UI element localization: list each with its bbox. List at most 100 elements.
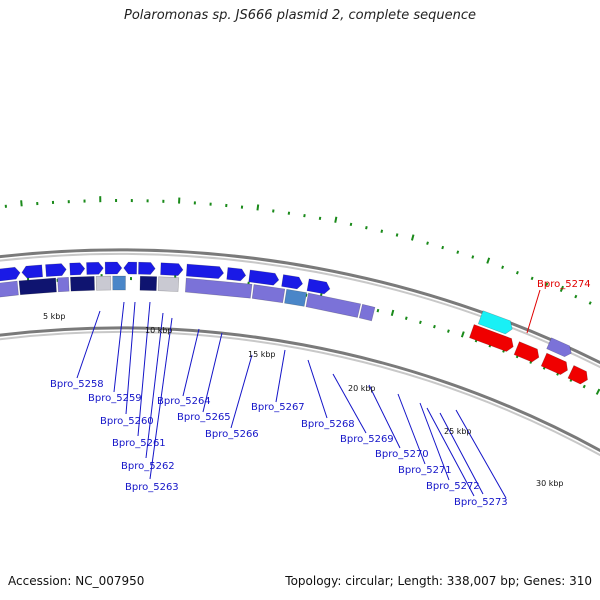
scale-label-25kbp: 25 kbp	[444, 427, 472, 436]
label-leader-lines	[76, 289, 541, 499]
inner-tick	[460, 331, 465, 338]
cog-feature-block	[0, 280, 19, 298]
leader-line-bpro-5274	[526, 289, 541, 334]
forward-gene-arrow	[185, 263, 225, 279]
gene-label-bpro-5267[interactable]: Bpro_5267	[251, 402, 305, 413]
outer-tick	[318, 216, 322, 221]
outer-tick	[395, 233, 399, 237]
topology-info-text: Topology: circular; Length: 338,007 bp; …	[285, 574, 592, 588]
reverse-gene-arrow	[469, 324, 514, 352]
leader-line	[125, 301, 136, 415]
gene-label-bpro-5264[interactable]: Bpro_5264	[157, 396, 211, 407]
leader-line	[149, 317, 173, 480]
outer-tick	[20, 200, 23, 207]
outer-tick	[486, 257, 491, 264]
leader-line	[419, 402, 450, 481]
outer-tick	[530, 276, 534, 281]
gene-label-bpro-5271[interactable]: Bpro_5271	[398, 465, 452, 476]
inner-tick	[404, 316, 408, 320]
gene-label-bpro-5258[interactable]: Bpro_5258	[50, 379, 104, 390]
inner-tick	[433, 324, 436, 329]
leader-line	[230, 354, 253, 429]
forward-gene-arrow	[138, 261, 156, 275]
outer-tick	[426, 241, 429, 245]
gene-label-bpro-5270[interactable]: Bpro_5270	[375, 449, 429, 460]
cog-feature-block	[139, 275, 158, 291]
cog-feature-block	[95, 275, 112, 291]
leader-line	[426, 407, 475, 497]
forward-gene-arrow	[45, 263, 67, 277]
gene-label-bpro-5274[interactable]: Bpro_5274	[537, 279, 591, 290]
scale-label-15kbp: 15 kbp	[248, 350, 276, 359]
feature-tracks	[0, 261, 588, 385]
outer-tick	[334, 216, 338, 223]
cog-feature-block	[358, 303, 376, 322]
inner-ring-outer-arc	[0, 326, 600, 453]
scale-label-20kbp: 20 kbp	[348, 384, 376, 393]
leader-line	[76, 310, 101, 379]
leader-line	[113, 301, 125, 393]
forward-gene-arrow	[281, 274, 303, 290]
outer-tick	[380, 229, 384, 233]
leader-line	[182, 328, 200, 397]
cog-feature-block	[18, 277, 57, 296]
forward-gene-arrow	[160, 262, 184, 276]
leader-line	[397, 393, 426, 465]
gene-label-bpro-5263[interactable]: Bpro_5263	[125, 482, 179, 493]
gene-label-bpro-5261[interactable]: Bpro_5261	[112, 438, 166, 449]
outer-tick	[256, 204, 260, 211]
inner-tick	[582, 384, 586, 389]
outer-tick	[410, 234, 415, 241]
gene-label-bpro-5272[interactable]: Bpro_5272	[426, 481, 480, 492]
reverse-gene-arrow	[540, 352, 568, 375]
leader-line	[439, 412, 484, 495]
leader-line	[145, 312, 164, 459]
cog-feature-block	[251, 284, 286, 304]
gene-label-bpro-5265[interactable]: Bpro_5265	[177, 412, 231, 423]
map-title: Polaromonas sp. JS666 plasmid 2, complet…	[123, 8, 476, 23]
forward-gene-arrow	[123, 261, 138, 275]
forward-gene-arrow	[0, 266, 21, 282]
inner-ring-inner-arc	[0, 331, 600, 457]
leader-line	[332, 373, 367, 434]
inner-tick	[447, 329, 450, 333]
cog-feature-block	[57, 276, 70, 293]
outer-tick	[515, 270, 519, 275]
gene-label-bpro-5266[interactable]: Bpro_5266	[205, 429, 259, 440]
forward-gene-arrow	[226, 267, 247, 282]
leader-line	[368, 384, 401, 449]
gene-label-bpro-5273[interactable]: Bpro_5273	[454, 497, 508, 508]
cog-feature-block	[546, 337, 572, 358]
leader-line	[307, 359, 328, 419]
outer-tick	[365, 226, 368, 230]
gene-label-bpro-5262[interactable]: Bpro_5262	[121, 461, 175, 472]
accession-text: Accession: NC_007950	[8, 574, 145, 588]
inner-tick	[390, 309, 395, 317]
outer-tick-ring	[4, 196, 592, 305]
gene-label-bpro-5260[interactable]: Bpro_5260	[100, 416, 154, 427]
outer-tick	[471, 255, 475, 259]
leader-line	[137, 301, 151, 437]
inner-tick	[595, 388, 600, 395]
inner-tick	[376, 308, 380, 313]
scale-label-5kbp: 5 kbp	[43, 312, 65, 321]
feature-bpro-5274	[477, 310, 513, 335]
inner-tick	[419, 320, 422, 325]
gene-label-bpro-5268[interactable]: Bpro_5268	[301, 419, 355, 430]
cog-feature-block	[305, 292, 362, 318]
gene-label-bpro-5259[interactable]: Bpro_5259	[88, 393, 142, 404]
cog-feature-block	[112, 275, 126, 291]
cog-feature-block	[284, 288, 307, 307]
outer-tick	[588, 301, 592, 305]
forward-gene-arrow	[248, 269, 280, 286]
forward-gene-arrow	[104, 261, 123, 275]
forward-gene-arrow	[69, 262, 86, 276]
outer-tick	[441, 245, 445, 250]
cog-feature-block	[157, 276, 180, 292]
outer-tick	[545, 282, 549, 286]
outer-tick	[574, 294, 578, 299]
outer-tick	[559, 285, 565, 293]
gene-label-bpro-5269[interactable]: Bpro_5269	[340, 434, 394, 445]
outer-tick	[349, 222, 353, 227]
